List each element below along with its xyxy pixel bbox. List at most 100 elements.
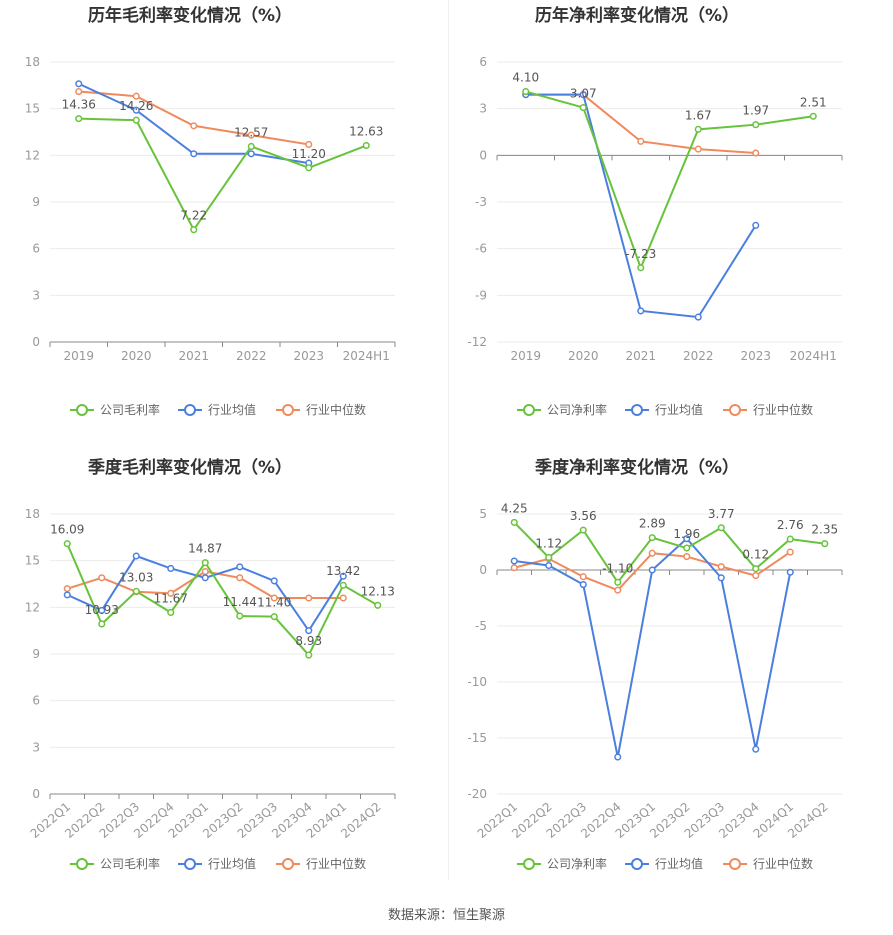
panel-divider (448, 0, 449, 880)
data-point-avg (614, 753, 622, 761)
data-label: 16.09 (50, 523, 84, 537)
data-point-median (63, 585, 71, 593)
annual-gross-margin-svg: 历年毛利率变化情况（%） 0 3 6 9 12 15 18 2019 2020 2021 2022 20… (25, 5, 396, 417)
x-tick-label: 2020 (121, 349, 152, 363)
data-point-avg (270, 577, 278, 585)
chart-title: 季度毛利率变化情况（%） (88, 457, 292, 478)
data-point-avg (75, 80, 83, 88)
data-point-median (752, 572, 760, 580)
data-point-company (201, 559, 209, 567)
data-point-avg (167, 564, 175, 572)
data-point-median (167, 589, 175, 597)
data-point-avg (637, 307, 645, 315)
series-line-company (66, 543, 379, 657)
data-label: 1.96 (673, 527, 700, 541)
data-point-avg (63, 591, 71, 599)
data-point-company (752, 121, 760, 129)
annual-net-margin-svg: 历年净利率变化情况（%） -12 -9 -6 -3 0 3 6 2019 2020 2021 2022… (467, 5, 843, 417)
legend-swatch-marker (282, 858, 294, 870)
y-tick-label: 18 (25, 507, 40, 521)
data-point-avg (510, 557, 518, 565)
y-tick-label: -3 (475, 195, 487, 209)
annual-net-margin-chart: 历年净利率变化情况（%） -12 -9 -6 -3 0 3 6 2019 2020 2021 2022… (447, 0, 893, 450)
data-point-avg (190, 150, 198, 158)
data-point-avg (579, 581, 587, 589)
data-point-company (339, 581, 347, 589)
data-label: -7.23 (625, 247, 656, 261)
data-point-company (247, 142, 255, 151)
x-tick-label: 2023 (293, 349, 324, 363)
data-label: 14.87 (188, 542, 222, 556)
data-point-company (752, 565, 760, 573)
data-point-company (132, 116, 140, 124)
data-point-median (614, 586, 622, 594)
data-point-avg (545, 561, 553, 570)
x-tick-label: 2019 (510, 349, 541, 363)
y-tick-label: -9 (475, 288, 487, 302)
data-point-company (167, 608, 175, 617)
data-label: 4.25 (501, 501, 528, 515)
x-tick-label: 2021 (178, 349, 209, 363)
data-point-company (683, 544, 691, 552)
data-point-median (717, 563, 725, 571)
data-point-company (190, 226, 198, 234)
data-point-avg (339, 572, 347, 580)
data-point-avg (694, 313, 702, 321)
y-tick-label: 15 (25, 554, 40, 568)
series-line-company (525, 90, 814, 271)
data-point-company (579, 104, 587, 112)
data-point-company (809, 112, 817, 120)
y-tick-label: 18 (25, 55, 40, 69)
data-point-median (683, 553, 691, 561)
data-label: 2.76 (777, 518, 804, 532)
data-point-avg (752, 221, 760, 229)
y-tick-label: 3 (32, 740, 40, 754)
series-line-company (78, 117, 367, 232)
y-tick-label: -5 (475, 619, 487, 633)
data-point-company (545, 553, 553, 562)
legend-entry: 行业中位数 (306, 402, 366, 417)
y-tick-label: 6 (32, 242, 40, 256)
legend-entry: 行业中位数 (306, 856, 366, 871)
y-tick-label: 12 (25, 148, 40, 162)
legend-swatch-marker (523, 404, 535, 416)
data-point-company (132, 587, 140, 595)
data-point-median (98, 574, 106, 582)
data-point-median (786, 548, 794, 556)
data-point-company (510, 518, 518, 526)
data-label: 7.22 (180, 209, 207, 223)
data-point-avg (236, 563, 244, 571)
x-tick-label: 2021 (625, 349, 656, 363)
y-tick-label: 0 (32, 335, 40, 349)
data-point-median (236, 574, 244, 582)
data-label: 2.35 (811, 523, 838, 537)
data-label: 12.63 (349, 125, 383, 139)
y-tick-label: -12 (467, 335, 487, 349)
data-point-company (821, 540, 829, 548)
y-tick-label: 9 (32, 647, 40, 661)
data-point-avg (201, 574, 209, 582)
y-tick-label: 9 (32, 195, 40, 209)
legend-entry: 公司净利率 (547, 856, 607, 871)
data-point-median (305, 594, 313, 602)
y-tick-label: 0 (479, 563, 487, 577)
data-point-median (201, 568, 209, 576)
data-point-avg (305, 627, 313, 635)
y-tick-label: -10 (467, 675, 487, 689)
data-point-company (362, 141, 370, 150)
data-point-median (270, 594, 278, 602)
x-tick-label: 2022 (236, 349, 267, 363)
data-label: 1.12 (535, 536, 562, 550)
y-tick-label: -20 (467, 787, 487, 801)
y-tick-label: 3 (479, 102, 487, 116)
data-point-company (614, 578, 622, 586)
legend-swatch-marker (631, 858, 643, 870)
data-point-avg (132, 106, 140, 114)
legend-swatch-marker (184, 858, 196, 870)
data-point-median (579, 573, 587, 581)
data-label: 12.13 (361, 584, 395, 598)
data-point-median (305, 140, 313, 148)
y-tick-label: 0 (32, 787, 40, 801)
data-point-company (717, 524, 725, 532)
data-point-avg (648, 566, 656, 574)
